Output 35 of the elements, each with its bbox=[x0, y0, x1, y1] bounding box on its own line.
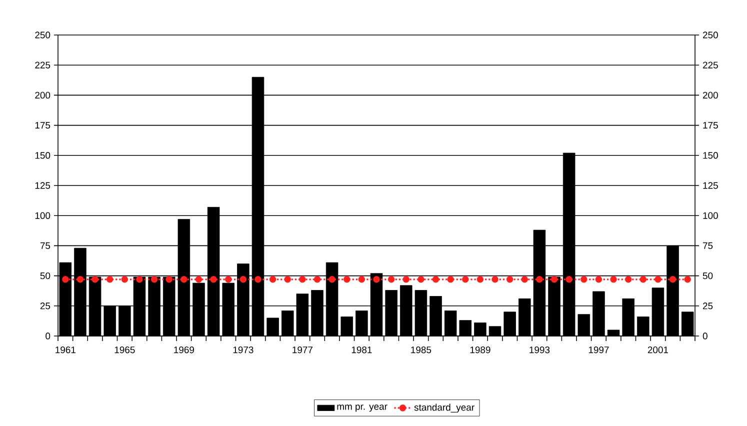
y2-tick-label: 250 bbox=[702, 32, 718, 38]
y-tick-label: 125 bbox=[35, 182, 50, 189]
y2-tick-label: 50 bbox=[702, 272, 713, 280]
legend-label: mm pr. year bbox=[337, 404, 388, 412]
x-tick-label: 1985 bbox=[411, 346, 432, 354]
x-tick-label: 1993 bbox=[530, 346, 550, 354]
y-tick-label: 200 bbox=[35, 92, 50, 99]
x-tick-label: 1973 bbox=[233, 346, 254, 354]
y2-tick-label: 150 bbox=[703, 152, 718, 159]
y-tick-label: 25 bbox=[40, 302, 50, 310]
y-tick-label: 225 bbox=[35, 62, 50, 68]
y2-tick-label: 200 bbox=[702, 92, 718, 99]
y2-tick-label: 225 bbox=[702, 62, 718, 68]
x-tick-label: 1997 bbox=[588, 346, 609, 354]
x-tick-label: 2001 bbox=[648, 346, 668, 354]
x-tick-label: 1977 bbox=[292, 346, 312, 354]
x-tick-label: 1965 bbox=[114, 346, 135, 354]
x-tick-label: 1989 bbox=[470, 346, 490, 354]
y2-tick-label: 25 bbox=[702, 302, 713, 310]
x-tick-label: 1969 bbox=[174, 346, 194, 354]
y2-tick-label: 100 bbox=[703, 212, 718, 219]
x-tick-label: 1961 bbox=[56, 346, 76, 354]
y-tick-label: 75 bbox=[40, 242, 50, 250]
y2-tick-label: 125 bbox=[703, 182, 718, 189]
y-tick-label: 175 bbox=[35, 122, 50, 129]
y2-tick-label: 175 bbox=[703, 122, 718, 129]
y-tick-label: 50 bbox=[40, 272, 50, 280]
y-tick-label: 0 bbox=[46, 332, 50, 340]
y2-tick-label: 75 bbox=[703, 242, 713, 249]
y-tick-label: 250 bbox=[35, 32, 50, 38]
x-tick-label: 1981 bbox=[352, 346, 372, 354]
y-tick-label: 150 bbox=[35, 152, 50, 159]
y-tick-label: 100 bbox=[35, 212, 50, 219]
legend-label: standard_year bbox=[414, 404, 474, 413]
y2-tick-label: 0 bbox=[702, 332, 708, 340]
